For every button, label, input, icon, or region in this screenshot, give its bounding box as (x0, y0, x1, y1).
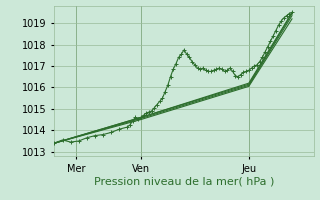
X-axis label: Pression niveau de la mer( hPa ): Pression niveau de la mer( hPa ) (94, 176, 274, 186)
